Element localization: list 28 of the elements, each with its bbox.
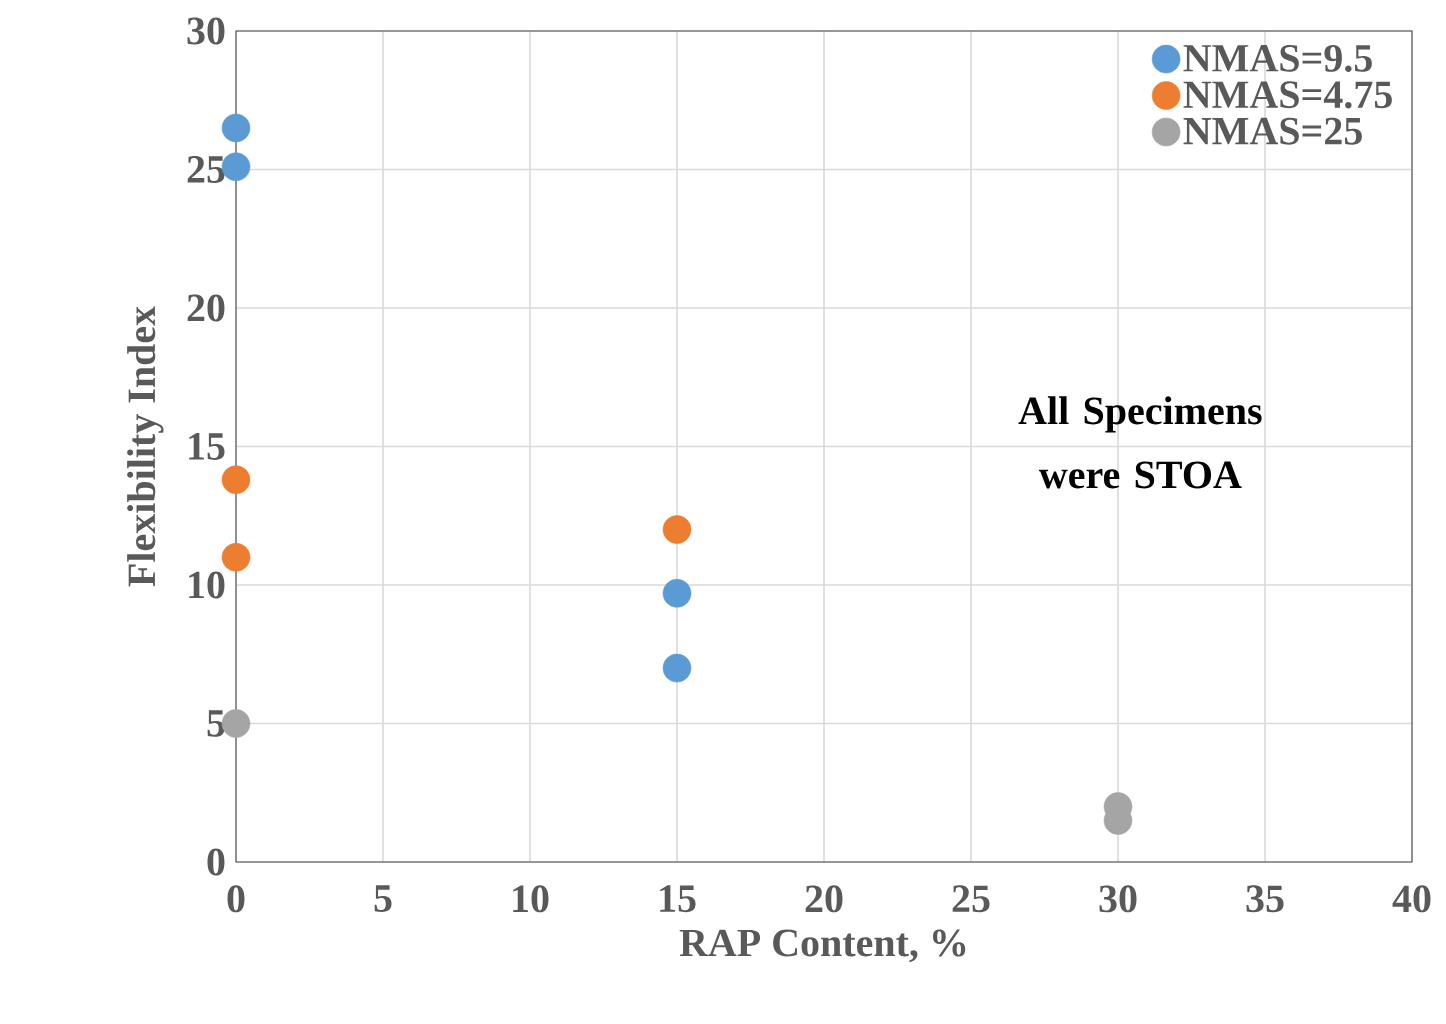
x-tick-label: 15 <box>660 885 696 913</box>
point <box>662 515 692 544</box>
y-tick-label: 0 <box>207 848 225 876</box>
y-tick-label: 10 <box>189 571 225 599</box>
legend-label: NMAS=4.75 <box>1183 81 1392 109</box>
annotation: All Specimens were STOA <box>1018 396 1262 489</box>
x-tick-label: 5 <box>374 885 392 912</box>
y-tick-label: 20 <box>187 294 225 322</box>
y-axis-title: Flexibility Index <box>127 306 164 587</box>
x-tick-label: 40 <box>1392 885 1431 913</box>
x-axis-title: RAP Content, % <box>679 929 966 963</box>
x-tick-label: 20 <box>805 885 843 913</box>
x-tick-label: 35 <box>1246 885 1284 913</box>
legend-label: NMAS=25 <box>1183 117 1362 145</box>
x-tick-label: 0 <box>227 885 245 913</box>
x-tick-label: 25 <box>952 885 990 913</box>
y-tick-label: 25 <box>187 156 225 183</box>
point <box>221 113 251 143</box>
point <box>221 465 251 494</box>
legend-label: NMAS=9.5 <box>1183 44 1372 72</box>
y-tick-label: 30 <box>187 17 225 45</box>
y-tick-label: 15 <box>189 433 225 460</box>
y-tick-label: 5 <box>207 710 225 737</box>
point <box>221 543 251 572</box>
point <box>662 653 692 683</box>
point <box>662 579 692 608</box>
x-tick-label: 10 <box>513 885 549 913</box>
x-tick-label: 30 <box>1099 885 1137 913</box>
